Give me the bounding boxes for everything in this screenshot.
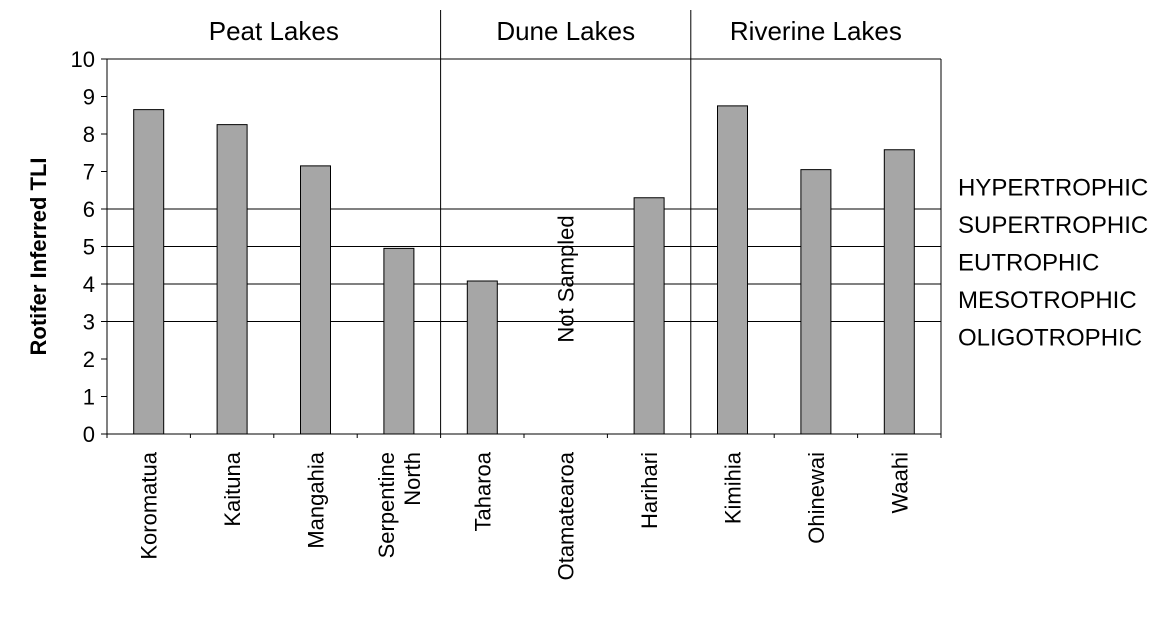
category-label: Koromatua xyxy=(137,451,162,559)
category-label: Otamatearoa xyxy=(554,451,579,580)
axes-layer xyxy=(101,58,942,438)
bar xyxy=(800,169,832,435)
trophic-label: HYPERTROPHIC xyxy=(958,175,1148,202)
trophic-label: OLIGOTROPHIC xyxy=(958,325,1142,352)
y-tick-label: 4 xyxy=(83,272,95,297)
y-tick-label: 3 xyxy=(83,310,95,335)
trophic-label: MESOTROPHIC xyxy=(958,287,1137,314)
bar xyxy=(216,124,248,435)
y-tick-label: 2 xyxy=(83,347,95,372)
category-label: Taharoa xyxy=(470,451,495,531)
trophic-label: SUPERTROPHIC xyxy=(958,212,1148,239)
category-label: Kimihia xyxy=(721,451,746,524)
y-tick-label: 10 xyxy=(71,47,95,72)
category-label: Harihari xyxy=(637,452,662,529)
y-tick-label: 1 xyxy=(83,385,95,410)
y-tick-label: 7 xyxy=(83,160,95,185)
labels-layer: 0 1 2 3 4 5 6 7 8 9 10 Koromatua Kaituna Mangahia Serp… xyxy=(26,16,1148,580)
category-label: Kaituna xyxy=(220,451,245,526)
category-label: Ohinewai xyxy=(804,452,829,544)
bar xyxy=(133,109,165,435)
y-tick-label: 0 xyxy=(83,422,95,447)
bar xyxy=(383,247,415,435)
bar xyxy=(300,165,331,435)
bar xyxy=(466,280,498,435)
group-label: Riverine Lakes xyxy=(730,16,902,46)
bar xyxy=(883,149,915,435)
group-label: Peat Lakes xyxy=(209,16,339,46)
trophic-label: EUTROPHIC xyxy=(958,250,1099,277)
y-tick-label: 9 xyxy=(83,85,95,110)
category-label: Mangahia xyxy=(304,451,329,548)
group-label: Dune Lakes xyxy=(496,16,635,46)
category-label: Serpentine xyxy=(374,452,399,558)
category-label: Waahi xyxy=(887,452,912,514)
category-label: North xyxy=(400,452,425,506)
bar xyxy=(633,197,665,435)
y-axis-title: Rotifer Inferred TLI xyxy=(26,157,51,355)
y-tick-label: 6 xyxy=(83,197,95,222)
y-tick-label: 5 xyxy=(83,235,95,260)
bar xyxy=(717,105,748,435)
bars-layer xyxy=(133,105,915,435)
annotation-not-sampled: Not Sampled xyxy=(554,215,579,342)
y-tick-label: 8 xyxy=(83,122,95,147)
